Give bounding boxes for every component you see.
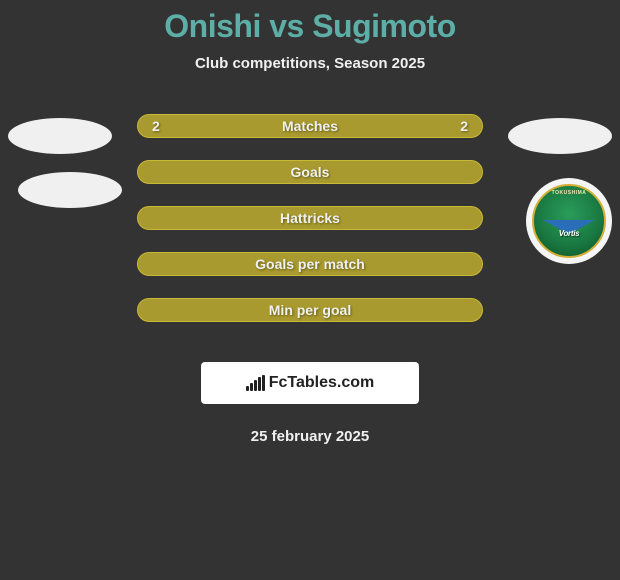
stat-bar: Goals <box>137 160 483 184</box>
stat-bar: Min per goal <box>137 298 483 322</box>
stat-row-goals-per-match: Goals per match <box>0 252 620 276</box>
attribution-badge: FcTables.com <box>201 362 419 404</box>
page-subtitle: Club competitions, Season 2025 <box>195 55 425 72</box>
stats-area: 2 Matches 2 Goals Hattricks Goals per ma <box>0 114 620 344</box>
club-logo-name: Vortis <box>559 229 580 238</box>
stat-row-hattricks: Hattricks <box>0 206 620 230</box>
attribution-text: FcTables.com <box>269 374 375 392</box>
stat-label: Matches <box>282 118 338 134</box>
stat-bar: 2 Matches 2 <box>137 114 483 138</box>
stat-value-right: 2 <box>460 118 468 134</box>
main-container: Onishi vs Sugimoto Club competitions, Se… <box>0 0 620 445</box>
page-title: Onishi vs Sugimoto <box>164 8 455 45</box>
stat-label: Goals <box>291 164 330 180</box>
stat-bar: Goals per match <box>137 252 483 276</box>
chart-icon <box>246 375 265 391</box>
stat-label: Goals per match <box>255 256 365 272</box>
stat-row-matches: 2 Matches 2 <box>0 114 620 138</box>
stat-value-left: 2 <box>152 118 160 134</box>
stat-bar: Hattricks <box>137 206 483 230</box>
stat-row-goals: Goals <box>0 160 620 184</box>
stat-label: Hattricks <box>280 210 340 226</box>
stat-row-min-per-goal: Min per goal <box>0 298 620 322</box>
date-label: 25 february 2025 <box>251 428 369 445</box>
stat-label: Min per goal <box>269 302 351 318</box>
